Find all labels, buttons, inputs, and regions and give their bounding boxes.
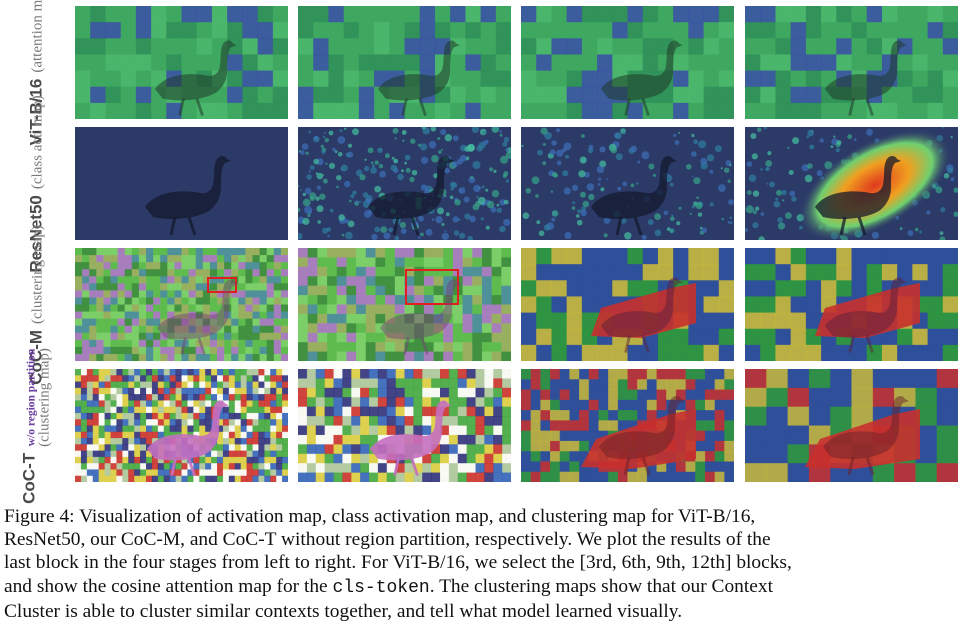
goose-silhouette <box>815 156 901 236</box>
row-label-coc-t: CoC-T w/o region partition (clustering map… <box>0 348 74 504</box>
row-label-coc-m: CoC-M(clustering map) <box>0 225 74 384</box>
tile-r4-c1 <box>75 369 288 482</box>
goose-silhouette <box>145 156 231 236</box>
tile-r3-c4 <box>745 248 958 361</box>
map-type: (attention map) <box>29 0 46 73</box>
caption-line-3: last block in the four stages from left … <box>4 552 792 574</box>
goose-silhouette <box>370 400 452 477</box>
tile-r1-c3 <box>521 6 734 119</box>
goose-silhouette <box>825 40 907 117</box>
region-box <box>207 277 237 293</box>
goose-silhouette <box>378 40 460 117</box>
region-box <box>405 269 459 305</box>
tile-r4-c4 <box>745 369 958 482</box>
model-name: CoC-T <box>19 452 39 504</box>
caption-line-2: ResNet50, our CoC-M, and CoC-T without r… <box>4 529 771 551</box>
tile-r2-c4 <box>745 127 958 240</box>
caption-line-4b: . The clustering maps show that our Cont… <box>429 575 773 597</box>
goose-silhouette <box>380 279 462 356</box>
cls-token-code: cls-token <box>332 577 430 598</box>
goose-silhouette <box>157 279 239 356</box>
map-type: (clustering map) <box>29 224 46 324</box>
tile-r2-c1 <box>75 127 288 240</box>
goose-silhouette <box>601 40 683 117</box>
goose-silhouette <box>825 277 907 354</box>
tile-r1-c1 <box>75 6 288 119</box>
goose-silhouette <box>601 277 683 354</box>
figure-label: Figure 4: <box>4 506 75 527</box>
tile-r4-c2 <box>298 369 511 482</box>
tile-r3-c3 <box>521 248 734 361</box>
goose-silhouette <box>599 396 685 476</box>
goose-silhouette <box>147 400 229 477</box>
tile-r4-c3 <box>521 369 734 482</box>
goose-silhouette <box>591 156 677 236</box>
tile-r2-c2 <box>298 127 511 240</box>
figure-caption: Figure 4: Visualization of activation ma… <box>4 505 972 623</box>
caption-line-1: Visualization of activation map, class a… <box>79 506 756 527</box>
caption-line-5: Cluster is able to cluster similar conte… <box>4 600 683 622</box>
map-type: (clustering map) <box>36 347 53 447</box>
goose-silhouette <box>155 40 237 117</box>
tile-r2-c3 <box>521 127 734 240</box>
tile-r1-c2 <box>298 6 511 119</box>
tile-r3-c2 <box>298 248 511 361</box>
goose-silhouette <box>823 396 909 476</box>
caption-line-4: and show the cosine attention map for th… <box>4 575 328 597</box>
goose-silhouette <box>368 156 454 236</box>
row-label-resnet: ResNet50(class act. map) <box>0 95 74 272</box>
tile-r3-c1 <box>75 248 288 361</box>
map-type: (class act. map) <box>29 94 46 189</box>
tile-r1-c4 <box>745 6 958 119</box>
